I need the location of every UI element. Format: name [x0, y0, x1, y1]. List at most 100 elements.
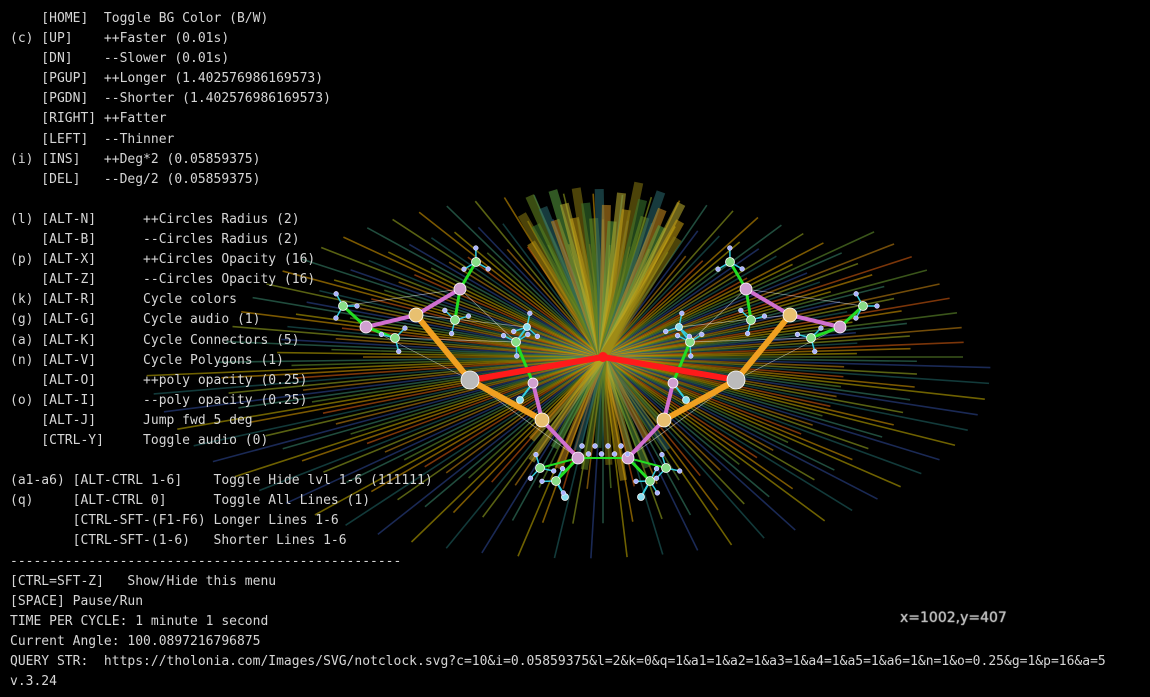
ray-line: [232, 325, 604, 358]
ray-line: [226, 340, 604, 358]
small-atom: [653, 465, 660, 472]
small-atom: [744, 330, 751, 337]
small-atom: [539, 478, 545, 484]
large-atom: [460, 370, 480, 390]
thin-line: [689, 288, 747, 343]
ray-line: [300, 258, 604, 358]
small-atom: [874, 303, 880, 309]
green-atom: [551, 476, 561, 486]
green-bond: [514, 340, 535, 385]
menu-line: ----------------------------------------…: [10, 553, 402, 569]
red-bond: [467, 354, 606, 383]
green-atom: [645, 476, 655, 486]
ray-line: [467, 256, 604, 358]
ray-line: [602, 356, 883, 438]
small-atom: [354, 303, 360, 309]
ray-line: [602, 235, 720, 358]
ray-line: [602, 356, 770, 498]
ray-line: [602, 255, 912, 358]
green-atom: [746, 315, 756, 325]
ray-line: [602, 231, 875, 358]
menu-line: [ALT-B] --Circles Radius (2): [10, 232, 300, 248]
magenta-bond: [540, 418, 580, 460]
ray-line: [477, 226, 604, 358]
small-atom: [812, 348, 818, 355]
ray-line: [602, 262, 859, 358]
small-atom: [527, 475, 534, 481]
thin-line: [745, 288, 864, 307]
small-atom: [442, 307, 448, 314]
green-atom: [725, 257, 735, 267]
magenta-atom: [667, 377, 679, 389]
ray-line: [602, 326, 962, 358]
small-atom: [585, 451, 592, 457]
ray-line: [602, 356, 922, 475]
green-atom: [806, 333, 816, 343]
ray-line: [418, 211, 604, 358]
green-bond: [539, 457, 579, 469]
ray-line: [448, 261, 604, 358]
small-atom: [699, 331, 705, 338]
menu-line: [LEFT] --Thinner: [10, 131, 175, 147]
ray-line: [602, 224, 782, 358]
cursor-coordinate-readout: x=1002,y=407: [900, 610, 1007, 626]
small-atom: [674, 332, 681, 339]
thin-line: [689, 337, 812, 343]
small-atom: [618, 443, 624, 449]
magenta-atom: [527, 377, 539, 389]
ray-line: [602, 356, 740, 466]
small-atom: [485, 266, 491, 272]
small-atom: [686, 333, 693, 340]
orange-bond: [733, 312, 793, 383]
small-atom: [527, 310, 533, 316]
ray-line: [345, 356, 604, 526]
magenta-atom: [739, 282, 753, 296]
small-atom: [853, 315, 859, 321]
small-atom: [633, 478, 639, 484]
green-atom: [858, 301, 868, 311]
ray-line: [314, 356, 604, 516]
ray-line: [228, 356, 604, 394]
menu-line: (n) [ALT-V] Cycle Polygons (1): [10, 352, 284, 368]
ray-line: [602, 241, 741, 358]
menu-line: Current Angle: 100.0897216796875: [10, 633, 261, 649]
menu-line: [CTRL-Y] Toggle audio (0): [10, 432, 269, 448]
cyan-atom: [682, 396, 690, 404]
ray-line: [602, 356, 869, 450]
ray-line: [323, 356, 604, 473]
molecule-atoms: [333, 245, 880, 501]
small-atom: [598, 451, 605, 457]
ray-line: [602, 216, 759, 358]
small-atom: [402, 325, 408, 331]
menu-line: [DEL] --Deg/2 (0.05859375): [10, 171, 261, 187]
ray-line: [445, 356, 604, 474]
ray-line: [430, 237, 604, 358]
ray-line: [602, 356, 940, 461]
cyan-atom: [675, 323, 683, 331]
ray-line: [377, 356, 604, 535]
ray-line: [282, 356, 604, 450]
ray-line: [301, 356, 604, 462]
ray-line: [602, 242, 824, 358]
ray-line: [602, 255, 777, 358]
green-atom: [338, 301, 348, 311]
ray-line: [366, 227, 604, 358]
ray-line: [163, 356, 604, 413]
small-atom: [592, 443, 598, 449]
cyan-atom: [516, 396, 524, 404]
menu-line: (k) [ALT-R] Cycle colors: [10, 292, 237, 308]
menu-line: v.3.24: [10, 674, 57, 690]
small-atom: [738, 307, 744, 314]
magenta-bond: [744, 287, 792, 317]
ray-line: [602, 356, 878, 500]
ray-line: [602, 274, 873, 358]
small-atom: [663, 328, 669, 335]
magenta-bond: [788, 313, 842, 329]
ray-line: [602, 210, 734, 358]
magenta-bond: [414, 287, 462, 317]
ray-line: [217, 356, 604, 364]
green-bond: [671, 340, 692, 385]
small-atom: [559, 465, 566, 472]
small-atom: [333, 315, 339, 321]
